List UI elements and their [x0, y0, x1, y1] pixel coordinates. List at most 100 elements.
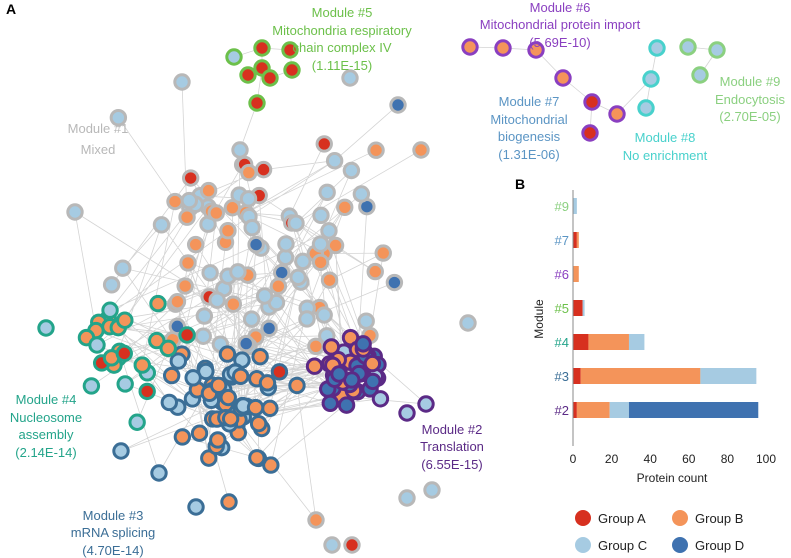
network-node: [179, 254, 197, 272]
network-node: [209, 431, 227, 449]
network-node: [708, 41, 726, 59]
y-axis-label: Module: [532, 299, 546, 339]
network-node: [181, 169, 200, 187]
network-node: [307, 511, 325, 529]
bar-group-c-module-9: [573, 198, 577, 214]
network-node: [315, 306, 333, 324]
network-node: [246, 398, 265, 417]
bar-group-a-module-5: [573, 300, 583, 316]
network-node: [261, 69, 279, 87]
network-node: [283, 61, 301, 79]
network-node: [367, 141, 385, 159]
category-label: #5: [555, 301, 569, 316]
network-node: [128, 413, 146, 431]
network-node: [315, 135, 333, 153]
network-node: [166, 192, 184, 211]
network-node: [219, 222, 237, 240]
network-node: [239, 190, 258, 208]
network-node: [642, 70, 660, 88]
network-node: [289, 268, 307, 286]
network-node: [82, 377, 101, 395]
module-9-pvalue: (2.70E-05): [719, 109, 780, 124]
network-node: [160, 393, 179, 412]
network-node: [261, 399, 279, 418]
network-node: [159, 339, 177, 358]
legend-swatch: [672, 510, 688, 526]
module-4-label: Module #4 Nucleosome assembly (2.14E-14): [10, 392, 82, 460]
network-node: [277, 235, 295, 253]
network-node: [336, 198, 354, 217]
network-node: [354, 335, 372, 353]
chart-legend: Group A Group B Group C Group D: [575, 510, 744, 553]
network-node: [281, 41, 299, 59]
network-node: [186, 235, 205, 254]
module-8-desc: No enrichment: [623, 148, 708, 163]
network-node: [311, 253, 330, 271]
module-6-name: Module #6: [530, 0, 591, 15]
category-label: #2: [555, 403, 569, 418]
network-node: [273, 263, 291, 282]
network-node: [323, 536, 341, 554]
x-tick-label: 0: [570, 452, 577, 466]
network-node: [178, 326, 196, 344]
network-node: [109, 108, 128, 127]
network-node: [494, 39, 512, 57]
network-node: [325, 152, 344, 170]
network-node: [374, 244, 392, 262]
network-node: [220, 493, 238, 511]
network-node: [343, 536, 361, 554]
network-node: [352, 185, 371, 203]
network-node: [461, 38, 479, 56]
network-node: [231, 367, 250, 385]
legend-swatch: [575, 537, 591, 553]
module-4-name: Module #4: [16, 392, 77, 407]
network-node: [239, 66, 257, 84]
x-tick-label: 20: [605, 452, 619, 466]
network-node: [37, 319, 55, 337]
network-node: [648, 39, 666, 57]
network-node: [115, 344, 133, 363]
bar-group-b-module-3: [580, 368, 701, 384]
network-node: [330, 365, 348, 383]
legend-label: Group C: [598, 538, 647, 553]
network-node: [169, 352, 188, 370]
network-node: [363, 354, 382, 373]
x-axis-label: Protein count: [637, 471, 708, 485]
network-node: [187, 498, 205, 516]
panel-label-a: A: [6, 1, 16, 17]
bar-group-b-module-4: [588, 334, 629, 350]
network-node: [608, 105, 626, 123]
network-node: [173, 428, 192, 446]
network-node: [195, 307, 214, 325]
network-node: [240, 163, 258, 182]
bar-chart-xticks: 0 20 40 60 80 100: [570, 452, 777, 466]
network-node: [412, 141, 430, 159]
network-node: [366, 262, 384, 281]
network-node: [208, 291, 226, 309]
network-node: [219, 388, 237, 407]
network-node: [251, 347, 269, 366]
network-node: [337, 396, 356, 414]
network-node: [288, 376, 306, 395]
x-tick-label: 80: [721, 452, 735, 466]
bar-group-a-module-4: [573, 334, 589, 350]
network-node: [398, 489, 416, 507]
network-node: [398, 404, 416, 422]
network-node: [207, 204, 225, 222]
module-9-name: Module #9: [720, 74, 781, 89]
network-node: [224, 295, 243, 313]
module-7-label: Module #7 Mitochondrial biogenesis (1.31…: [490, 94, 567, 162]
bar-group-d-module-2: [628, 402, 759, 418]
network-node: [554, 69, 572, 87]
module-1-label: Module #1 Mixed: [68, 121, 129, 157]
network-node: [583, 93, 601, 111]
network-node: [221, 410, 240, 428]
bar-group-c-module-4: [628, 334, 645, 350]
network-nodes: [37, 38, 726, 554]
bar-chart: #9 #7 #6 #5 #4 #3 #2 0 20 40 60 80 100 Module Prote…: [532, 190, 776, 485]
module-2-name: Module #2: [422, 422, 483, 437]
network-node: [294, 252, 312, 271]
network-node: [312, 206, 330, 225]
module-3-name: Module #3: [83, 508, 144, 523]
network-node: [229, 263, 247, 281]
